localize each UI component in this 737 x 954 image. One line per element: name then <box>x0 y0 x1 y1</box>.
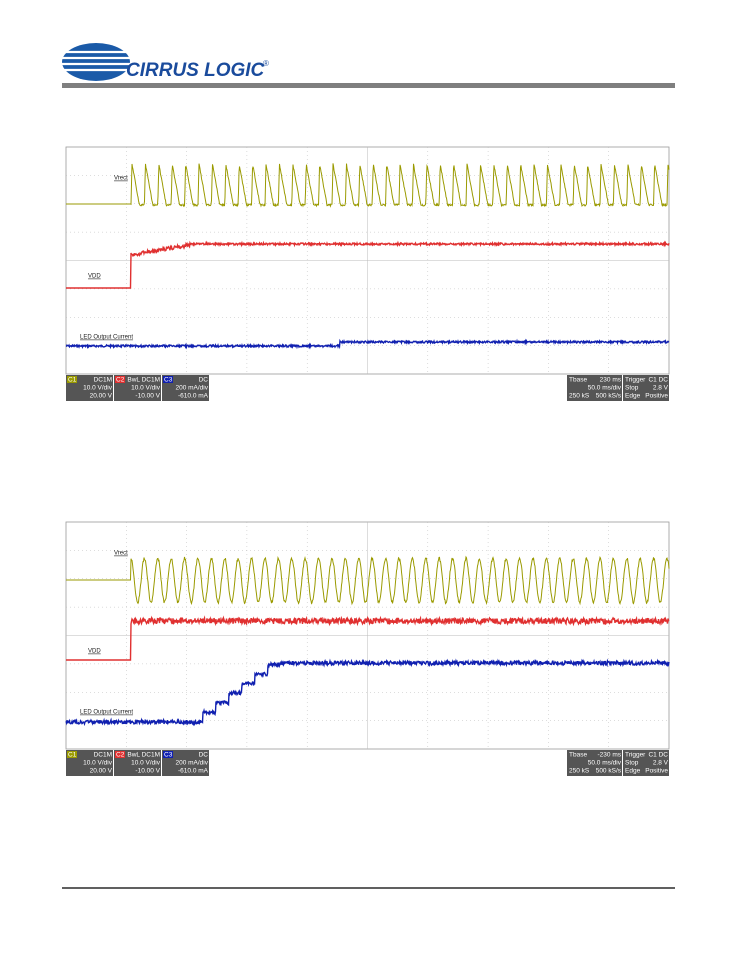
timebase-delay: 230 ms <box>600 377 622 384</box>
channel-scale: 200 mA/div <box>175 385 208 392</box>
channel-scale: 10.0 V/div <box>83 760 113 767</box>
trigger-level: 2.8 V <box>653 385 669 392</box>
trace-c1 <box>66 163 670 208</box>
trace-c3 <box>65 658 670 727</box>
logo: CIRRUS LOGIC ® <box>60 43 269 81</box>
channel-tag <box>67 376 77 383</box>
timebase-rate: 500 kS/s <box>596 393 622 400</box>
channel-coupling: BwL DC1M <box>127 752 160 759</box>
channel-coupling: DC1M <box>94 377 112 384</box>
trace-c2 <box>66 615 670 661</box>
trigger-box <box>623 750 669 776</box>
channel-tag <box>115 376 125 383</box>
channel-id: C2 <box>116 752 125 759</box>
trigger-box <box>623 375 669 401</box>
channel-tag <box>67 751 77 758</box>
trigger-slope: Positive <box>645 393 668 400</box>
trigger-title: Trigger <box>625 377 646 384</box>
channel-tag <box>115 751 125 758</box>
timebase-samples: 250 kS <box>569 393 590 400</box>
timebase-box <box>567 375 622 401</box>
timebase-samples: 250 kS <box>569 768 590 775</box>
channel-scale: 10.0 V/div <box>131 385 161 392</box>
trace-c1 <box>66 555 670 606</box>
trigger-level: 2.8 V <box>653 760 669 767</box>
trigger-mode: Stop <box>625 760 639 767</box>
channel-coupling: BwL DC1M <box>127 377 160 384</box>
channel-id: C2 <box>116 377 125 384</box>
trigger-source: C1 DC <box>648 752 668 759</box>
trigger-type: Edge <box>625 768 641 775</box>
timebase-scale: 50.0 ms/div <box>588 760 622 767</box>
channel-id: C1 <box>68 377 77 384</box>
timebase-box <box>567 750 622 776</box>
channel-offset: -10.00 V <box>135 393 160 400</box>
trace-label: VDD <box>88 274 101 280</box>
channel-offset: -610.0 mA <box>178 768 209 775</box>
trigger-title: Trigger <box>625 752 646 759</box>
header-bar <box>62 83 675 88</box>
timebase-rate: 500 kS/s <box>596 768 622 775</box>
channel-offset: -610.0 mA <box>178 393 209 400</box>
channel-tag <box>163 376 173 383</box>
channel-scale: 200 mA/div <box>175 760 208 767</box>
trigger-type: Edge <box>625 393 641 400</box>
channel-scale: 10.0 V/div <box>131 760 161 767</box>
channel-scale: 10.0 V/div <box>83 385 113 392</box>
channel-coupling: DC1M <box>94 752 112 759</box>
trace-label: Vrect <box>114 176 128 182</box>
timebase-delay: -230 ms <box>598 752 622 759</box>
channel-id: C3 <box>164 752 173 759</box>
timebase-scale: 50.0 ms/div <box>588 385 622 392</box>
timebase-title: Tbase <box>569 752 587 759</box>
brand: CIRRUS LOGIC <box>126 60 265 81</box>
channel-offset: -10.00 V <box>135 768 160 775</box>
trace-c3 <box>65 338 670 350</box>
channel-coupling: DC <box>199 752 209 759</box>
trace-c2 <box>66 240 670 289</box>
channel-tag <box>163 751 173 758</box>
trace-label: LED Output Current <box>80 335 133 341</box>
trace-label: LED Output Current <box>80 710 133 716</box>
timebase-title: Tbase <box>569 377 587 384</box>
trigger-source: C1 DC <box>648 377 668 384</box>
channel-id: C3 <box>164 377 173 384</box>
trigger-mode: Stop <box>625 385 639 392</box>
trademark: ® <box>263 59 269 68</box>
channel-id: C1 <box>68 752 77 759</box>
trigger-slope: Positive <box>645 768 668 775</box>
channel-coupling: DC <box>199 377 209 384</box>
trace-label: VDD <box>88 649 101 655</box>
trace-label: Vrect <box>114 551 128 557</box>
channel-offset: 20.00 V <box>90 768 113 775</box>
channel-offset: 20.00 V <box>90 393 113 400</box>
